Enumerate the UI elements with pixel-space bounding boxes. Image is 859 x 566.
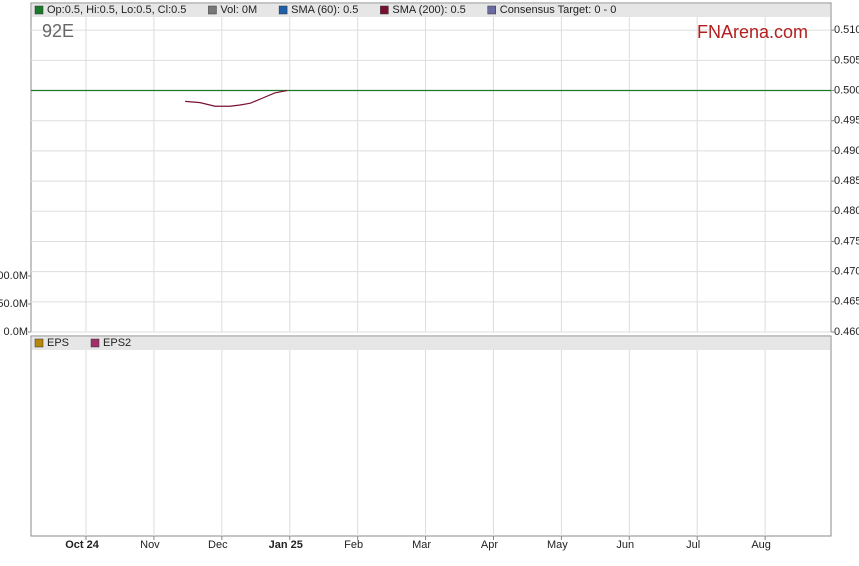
y2-tick-label: 100.0M [0,270,28,282]
x-tick-label: Jul [686,539,700,551]
y-tick-label: 0.470 [834,266,859,278]
legend-swatch [208,5,217,15]
x-tick-label: Dec [208,539,228,551]
y-tick-label: 0.505 [834,54,859,66]
x-tick-label: Oct 24 [65,539,100,551]
y2-tick-label: 50.0M [0,298,28,310]
chart-title: 92E [42,21,74,41]
x-tick-label: Apr [481,539,498,551]
legend-label: EPS [47,337,69,349]
price-panel [30,2,832,333]
legend-label: Vol: 0M [220,4,257,16]
y-tick-label: 0.510 [834,24,859,36]
y-tick-label: 0.480 [834,205,859,217]
y-tick-label: 0.475 [834,235,859,247]
legend-swatch [34,5,44,15]
legend-label: SMA (200): 0.5 [392,4,465,16]
legend-swatch [380,5,389,15]
x-tick-label: Nov [140,539,160,551]
legend-swatch [487,5,496,15]
eps-panel [30,335,832,537]
x-tick-label: Aug [751,539,771,551]
y-tick-label: 0.460 [834,326,859,338]
x-tick-label: Jan 25 [269,539,303,551]
y-tick-label: 0.490 [834,145,859,157]
x-tick-label: Mar [412,539,431,551]
legend-label: SMA (60): 0.5 [291,4,358,16]
line [185,89,288,107]
legend-swatch [278,5,288,15]
y2-tick-label: 0.0M [4,326,28,338]
legend-label: EPS2 [103,337,131,349]
y-tick-label: 0.485 [834,175,859,187]
legend-swatch [34,338,44,348]
x-tick-label: Feb [344,539,363,551]
y-tick-label: 0.500 [834,84,859,96]
legend-label: Consensus Target: 0 - 0 [500,4,617,16]
y-tick-label: 0.465 [834,296,859,308]
legend-label: Op:0.5, Hi:0.5, Lo:0.5, Cl:0.5 [47,4,186,16]
legend-bar [32,4,830,17]
x-tick-label: May [547,539,568,551]
x-tick-label: Jun [616,539,634,551]
legend-bar [32,337,830,350]
watermark: FNArena.com [697,22,808,42]
y-tick-label: 0.495 [834,115,859,127]
legend-swatch [90,338,100,348]
